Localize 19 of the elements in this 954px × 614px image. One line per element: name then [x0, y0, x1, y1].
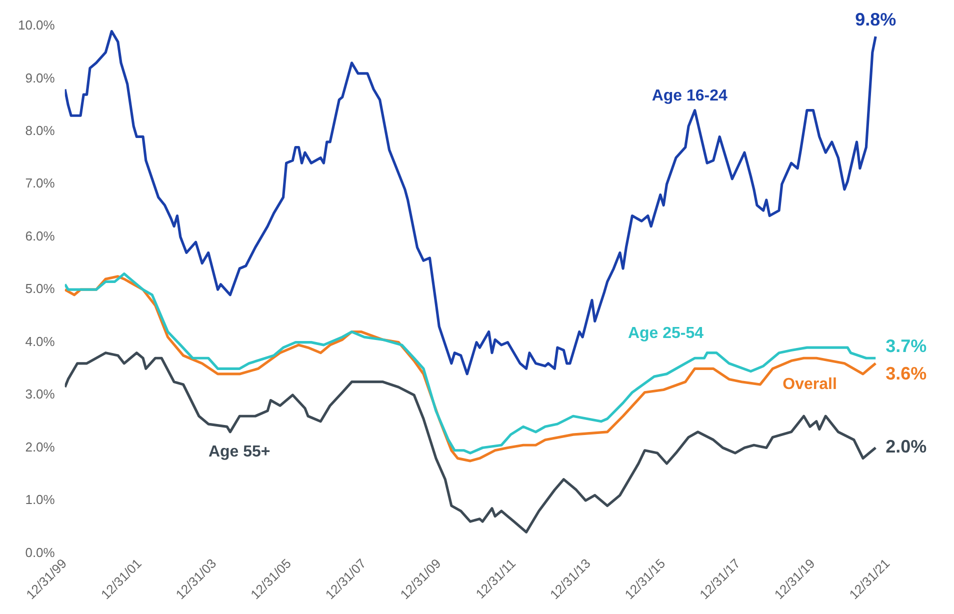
y-tick-label: 1.0% [25, 492, 56, 508]
annotation: 2.0% [886, 436, 927, 457]
y-tick-label: 9.0% [25, 70, 56, 86]
annotation: 9.8% [855, 10, 896, 30]
y-tick-label: 0.0% [25, 544, 56, 560]
annotation: 3.6% [886, 363, 927, 384]
y-tick-label: 10.0% [18, 18, 56, 33]
y-tick-label: 3.0% [25, 386, 56, 402]
series-label: Overall [782, 376, 837, 393]
y-tick-label: 7.0% [25, 176, 56, 191]
series-label: Age 25-54 [628, 324, 704, 342]
annotation: 3.7% [886, 336, 927, 356]
y-tick-label: 5.0% [25, 281, 56, 296]
series-label: Age 55+ [208, 443, 270, 460]
series-label: Age 16-24 [652, 88, 728, 105]
y-tick-label: 2.0% [25, 439, 56, 454]
y-tick-label: 6.0% [25, 228, 56, 244]
y-tick-label: 8.0% [25, 123, 56, 138]
y-tick-label: 4.0% [25, 334, 56, 349]
